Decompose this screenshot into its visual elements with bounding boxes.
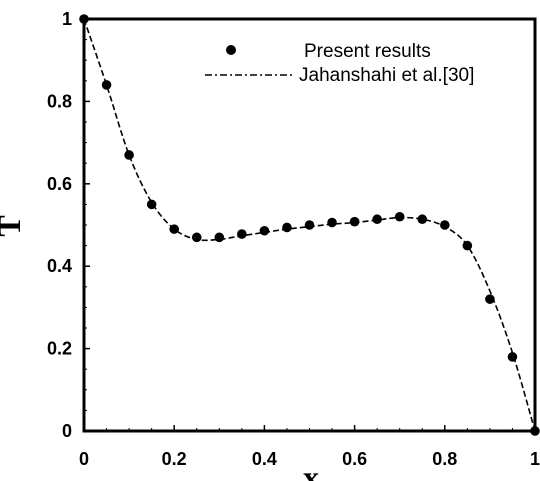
y-tick-label: 0: [62, 421, 72, 441]
data-point-present-results: [349, 216, 360, 227]
legend: Present results Jahanshahi et al.[30]: [205, 41, 474, 86]
data-point-present-results: [394, 211, 405, 222]
marker-layer: [79, 14, 540, 436]
data-point-present-results: [237, 229, 247, 239]
x-tick-label: 0.2: [162, 449, 187, 469]
x-tick-label: 0.8: [432, 449, 457, 469]
x-tick-label: 0: [79, 449, 89, 469]
y-axis-label: T: [0, 215, 27, 236]
data-point-present-results: [485, 294, 495, 304]
legend-label-jahanshahi: Jahanshahi et al.[30]: [299, 65, 474, 86]
y-axis-ticks: 0 0.2 0.4 0.6 0.8 1: [47, 9, 90, 441]
data-point-present-results: [304, 220, 315, 230]
y-tick-label: 1: [62, 9, 72, 29]
data-point-present-results: [101, 80, 112, 90]
y-tick-label: 0.6: [47, 174, 72, 194]
data-point-present-results: [417, 214, 428, 225]
data-point-present-results: [169, 224, 179, 234]
y-tick-label: 0.4: [47, 256, 72, 276]
data-point-present-results: [191, 232, 202, 243]
x-tick-label: 1: [530, 449, 540, 469]
x-axis-label: x: [303, 459, 319, 481]
data-point-present-results: [124, 150, 134, 160]
data-point-present-results: [259, 225, 270, 236]
x-axis-ticks: 0 0.2 0.4 0.6 0.8 1: [79, 425, 540, 469]
x-tick-label: 0.4: [252, 449, 277, 469]
x-tick-label: 0.6: [342, 449, 367, 469]
y-tick-label: 0.8: [47, 91, 72, 111]
data-point-present-results: [507, 352, 518, 362]
data-point-present-results: [440, 220, 450, 230]
data-point-present-results: [146, 199, 157, 210]
data-point-present-results: [282, 222, 292, 233]
data-point-present-results: [327, 217, 337, 228]
y-tick-label: 0.2: [47, 339, 72, 359]
legend-marker-present-results: [226, 45, 236, 55]
legend-label-present-results: Present results: [304, 41, 431, 62]
data-point-present-results: [462, 240, 473, 251]
data-point-present-results: [214, 232, 225, 243]
data-point-present-results: [372, 214, 382, 225]
